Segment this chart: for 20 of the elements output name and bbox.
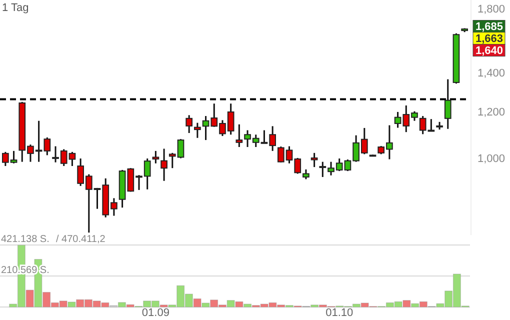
y-tick-label: 1,400 bbox=[477, 67, 505, 80]
candlestick bbox=[186, 114, 193, 134]
chart-title: 1 Tag bbox=[2, 2, 29, 14]
candlestick bbox=[444, 78, 452, 130]
candlestick bbox=[302, 168, 310, 180]
x-tick-label: 01.10 bbox=[326, 307, 354, 319]
y-tick-label: 1,800 bbox=[477, 3, 505, 16]
text: 1,685 bbox=[475, 21, 503, 34]
candlestick bbox=[160, 148, 168, 182]
candlestick bbox=[310, 152, 318, 168]
text: 1,640 bbox=[475, 45, 503, 58]
x-tick-label: 01.09 bbox=[142, 307, 170, 319]
annotation: / 470.411,2 bbox=[56, 234, 106, 245]
y-tick-label: 421.138 S. bbox=[1, 234, 50, 245]
text: 1,663 bbox=[475, 33, 503, 46]
y-tick-label: 1,000 bbox=[477, 153, 505, 166]
candlestick bbox=[152, 150, 160, 164]
candlestick bbox=[236, 124, 243, 148]
candlestick bbox=[194, 122, 201, 139]
y-tick-label: 1,200 bbox=[477, 106, 505, 119]
